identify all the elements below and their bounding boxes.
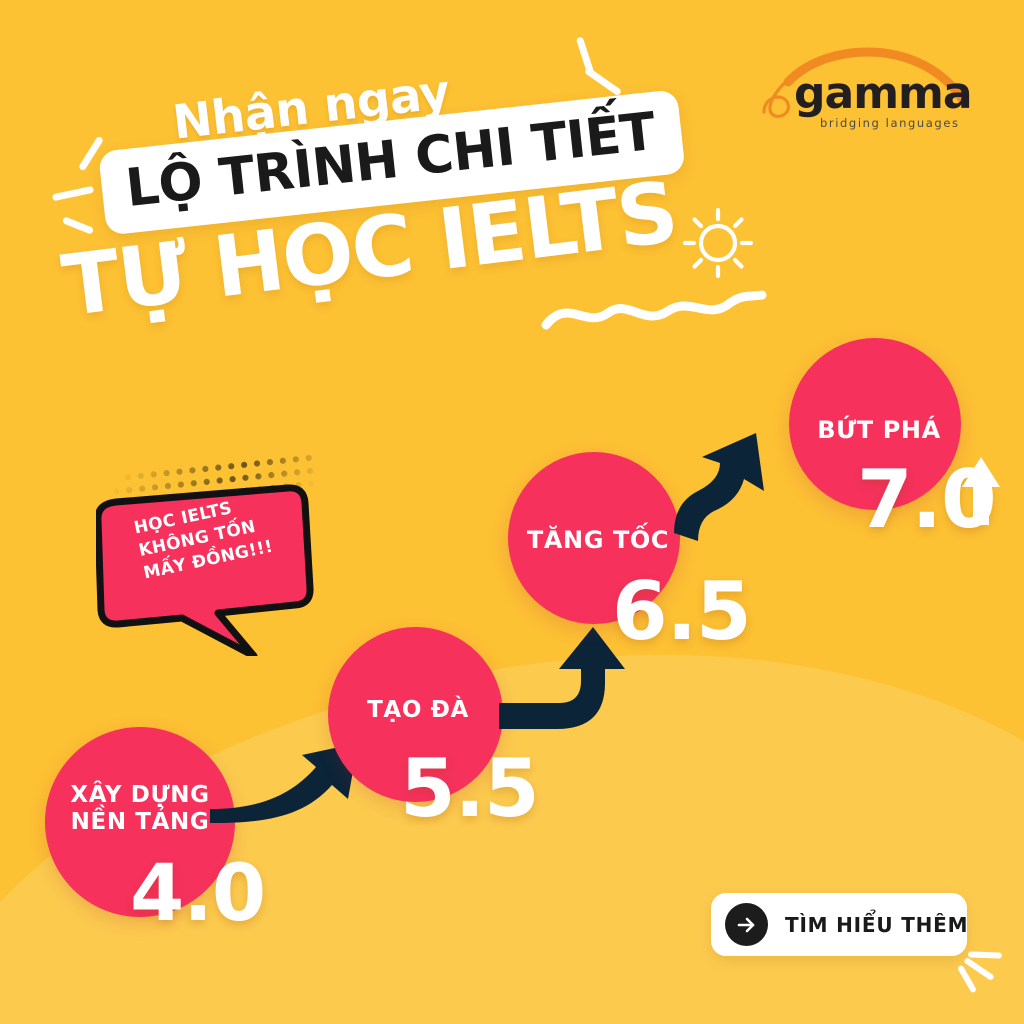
connector-arrow-1 — [198, 733, 378, 833]
step-circle — [45, 727, 235, 917]
speech-bubble-shape — [96, 484, 314, 656]
speech-bubble: HỌC IELTS KHÔNG TỐN MẤY ĐỒNG!!! — [94, 450, 336, 656]
step-score: 4.0 — [130, 849, 266, 939]
roadmap-step-4[interactable]: BỨT PHÁ 7.0 — [789, 338, 997, 553]
sparkle-dash — [967, 951, 1003, 959]
step-label: XÂY DỰNG NỀN TẢNG — [45, 782, 235, 836]
step-label: BỨT PHÁ — [789, 416, 969, 444]
logo-wordmark: gamma — [794, 68, 973, 119]
roadmap-step-3[interactable]: TĂNG TỐC 6.5 — [508, 452, 752, 667]
learn-more-label: TÌM HIỂU THÊM — [785, 912, 969, 937]
step-label: TĂNG TỐC — [508, 526, 688, 554]
logo-tagline: bridging languages — [820, 116, 960, 130]
up-arrow-icon — [960, 455, 1002, 532]
step-circle — [328, 627, 503, 802]
step-circle — [789, 338, 961, 510]
wavy-line-decoration — [540, 285, 770, 340]
step-score: 5.5 — [400, 742, 540, 835]
brand-logo[interactable]: gamma bridging languages — [758, 46, 973, 130]
step-label-line-1: TĂNG TỐC — [526, 526, 670, 554]
roadmap-step-2[interactable]: TẠO ĐÀ 5.5 — [328, 627, 540, 842]
connector-arrow-2 — [497, 625, 627, 745]
sun-icon — [680, 205, 756, 286]
arrow-right-icon — [725, 903, 768, 946]
logo-arc-icon — [762, 47, 969, 118]
step-label-line-1: XÂY DỰNG — [70, 782, 210, 808]
step-label-line-1: BỨT PHÁ — [817, 416, 941, 444]
learn-more-button[interactable]: TÌM HIỂU THÊM — [711, 893, 969, 956]
connector-arrow-3 — [660, 425, 800, 550]
roadmap-step-1[interactable]: XÂY DỰNG NỀN TẢNG 4.0 — [45, 727, 266, 957]
step-label: TẠO ĐÀ — [328, 697, 508, 724]
step-label-line-2: NỀN TẢNG — [70, 809, 210, 836]
step-label-line-1: TẠO ĐÀ — [367, 697, 469, 723]
step-circle — [508, 452, 680, 624]
step-score: 6.5 — [612, 565, 752, 658]
